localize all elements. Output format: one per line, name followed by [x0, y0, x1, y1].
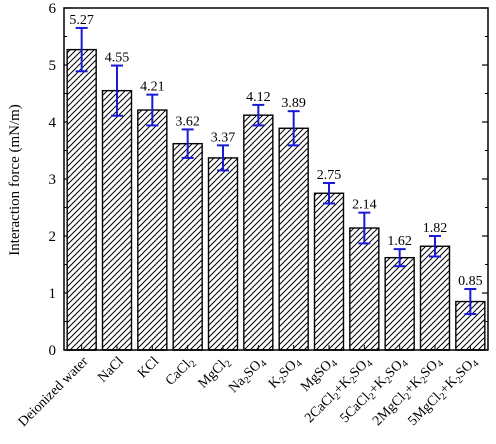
- axes-frame: [63, 7, 489, 351]
- subscript: 2: [188, 358, 199, 369]
- subscript: 4: [258, 358, 269, 369]
- value-label: 5.27: [69, 13, 94, 28]
- value-label: 3.89: [281, 96, 306, 111]
- y-tick-label: 5: [49, 58, 57, 74]
- subscript: 2: [277, 375, 288, 386]
- x-tick-label: NaCl: [95, 354, 127, 386]
- bar: [101, 89, 133, 351]
- plot-area: 0 1 2 3 4 5 6 5.27 Deionized water 4.55 NaCl 4.21 KC…: [16, 1, 489, 430]
- subscript: 2: [383, 375, 394, 386]
- subscript: 4: [435, 358, 446, 369]
- subscript: 4: [400, 358, 411, 369]
- subscript: 2: [419, 375, 430, 386]
- x-tick-label: Na2SO4: [226, 354, 269, 397]
- subscript: 4: [470, 358, 481, 369]
- value-label: 4.55: [105, 51, 130, 66]
- subscript: 2: [402, 391, 413, 402]
- value-label: 2.14: [352, 198, 377, 213]
- value-label: 4.12: [246, 90, 271, 105]
- label-text: Deionized water: [16, 354, 92, 430]
- value-label: 1.82: [423, 221, 448, 236]
- value-label: 3.37: [211, 130, 236, 145]
- value-label: 4.21: [140, 80, 165, 95]
- subscript: 2: [242, 375, 253, 386]
- subscript: 2: [332, 391, 343, 402]
- bar: [278, 127, 309, 351]
- bar: [66, 48, 97, 351]
- subscript: 2: [438, 391, 449, 402]
- value-label: 0.85: [458, 274, 483, 289]
- subscript: 4: [364, 358, 375, 369]
- label-text: KCl: [135, 354, 162, 381]
- bar: [207, 157, 239, 351]
- subscript: 2: [348, 375, 359, 386]
- bar: [243, 114, 274, 351]
- y-axis-label: Interaction force (mN/m): [7, 104, 23, 256]
- x-tick-label: KCl: [135, 354, 162, 381]
- y-tick-label: 0: [49, 343, 57, 359]
- y-tick-label: 4: [49, 115, 57, 131]
- value-label: 3.62: [175, 114, 200, 129]
- value-label: 2.75: [317, 168, 342, 183]
- y-tick-label: 6: [49, 1, 57, 17]
- y-tick-label: 1: [49, 286, 57, 302]
- bar: [419, 245, 451, 351]
- subscript: 2: [223, 358, 234, 369]
- y-tick-label: 3: [49, 172, 57, 188]
- bar: [172, 142, 203, 351]
- x-tick-label: CaCl2: [163, 354, 199, 390]
- value-label: 1.62: [387, 234, 412, 249]
- bar: [349, 227, 380, 351]
- x-tick-label: Deionized water: [16, 354, 92, 430]
- y-tick-label: 2: [49, 229, 57, 245]
- bar: [384, 256, 415, 351]
- x-tick-label: K2SO4: [266, 354, 305, 393]
- subscript: 2: [367, 391, 378, 402]
- subscript: 4: [329, 358, 340, 369]
- bar: [313, 192, 345, 351]
- label-text: NaCl: [95, 354, 127, 386]
- bar: [137, 109, 168, 351]
- subscript: 4: [294, 358, 305, 369]
- subscript: 2: [454, 375, 465, 386]
